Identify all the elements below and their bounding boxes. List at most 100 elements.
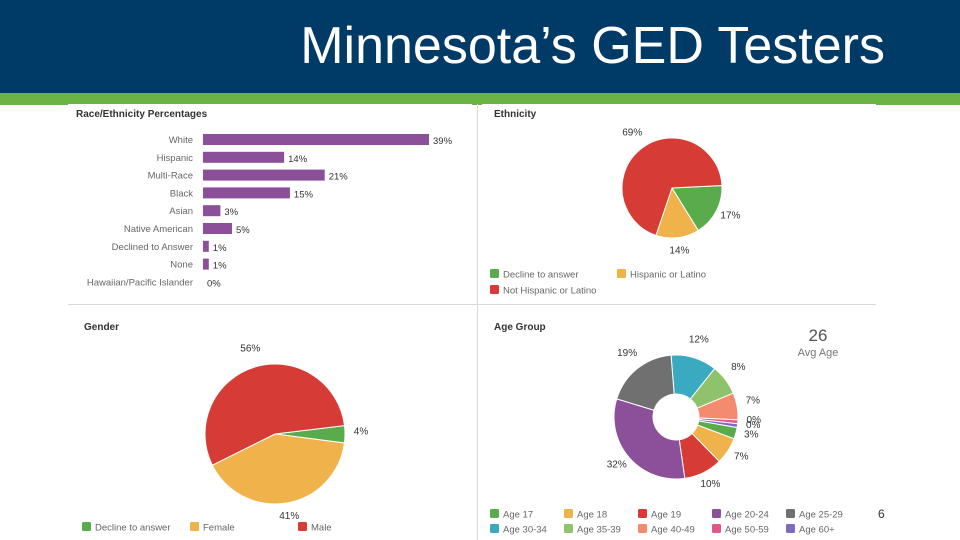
legend-label-hispanic-or-latino: Hispanic or Latino bbox=[630, 270, 706, 281]
slice-not-hispanic-or-latino bbox=[621, 137, 723, 236]
legend-label-age-17: Age 17 bbox=[503, 510, 533, 521]
legend-swatch-decline-to-answer bbox=[82, 522, 91, 531]
slice-label-age-17: 3% bbox=[744, 429, 759, 440]
slice-age-25-29 bbox=[616, 354, 675, 411]
bar-asian bbox=[203, 205, 221, 217]
avg-age-value: 26 bbox=[809, 326, 828, 345]
legend-label-female: Female bbox=[203, 523, 235, 534]
slice-male bbox=[204, 363, 346, 466]
category-label: Multi-Race bbox=[148, 171, 193, 182]
legend-swatch-female bbox=[190, 522, 199, 531]
ethnicity-panel: Ethnicity 17% 14% 69% Decline to answer Hispa… bbox=[482, 104, 876, 300]
legend-label-age-40-49: Age 40-49 bbox=[651, 525, 695, 536]
panel-divider-horizontal bbox=[68, 304, 876, 305]
category-label: Hawaiian/Pacific Islander bbox=[87, 277, 193, 288]
legend-swatch-age-30-34 bbox=[490, 524, 499, 533]
gender-panel: Gender 4% 41% 56% Decline to answer Female Mal… bbox=[68, 314, 472, 540]
legend-swatch-age-35-39 bbox=[564, 524, 573, 533]
slice-decline-to-answer bbox=[671, 184, 723, 232]
bar-multi-race bbox=[203, 169, 325, 181]
slice-female bbox=[211, 433, 345, 505]
legend-swatch-age-60 bbox=[786, 524, 795, 533]
slice-label-age-25-29: 19% bbox=[617, 348, 637, 359]
data-label: 15% bbox=[294, 189, 314, 200]
chart-title: Ethnicity bbox=[494, 109, 537, 120]
category-label: None bbox=[170, 260, 193, 271]
slice-label-male: 56% bbox=[240, 344, 260, 355]
legend-label-age-50-59: Age 50-59 bbox=[725, 525, 769, 536]
legend-swatch-age-19 bbox=[638, 509, 647, 518]
ethnicity-pie-chart: Ethnicity 17% 14% 69% Decline to answer Hispa… bbox=[490, 109, 741, 297]
legend-swatch-age-20-24 bbox=[712, 509, 721, 518]
legend-label-not-hispanic-or-latino: Not Hispanic or Latino bbox=[503, 286, 596, 297]
legend-label-decline-to-answer: Decline to answer bbox=[95, 523, 171, 534]
race-ethnicity-panel: Race/Ethnicity Percentages White 39% Hispan… bbox=[68, 104, 472, 300]
slice-label-decline-to-answer: 4% bbox=[354, 426, 369, 437]
chart-title: Age Group bbox=[494, 322, 546, 333]
data-label: 1% bbox=[213, 243, 227, 254]
legend-label-age-19: Age 19 bbox=[651, 510, 681, 521]
legend-swatch-age-40-49 bbox=[638, 524, 647, 533]
accent-bar bbox=[0, 93, 960, 105]
chart-title: Gender bbox=[84, 322, 119, 333]
bar-none bbox=[203, 258, 209, 270]
category-label: Hispanic bbox=[157, 153, 194, 164]
category-label: White bbox=[169, 135, 193, 146]
legend-swatch-hispanic-or-latino bbox=[617, 269, 626, 278]
category-label: Native American bbox=[124, 224, 193, 235]
bar-native-american bbox=[203, 223, 232, 234]
legend-label-age-60: Age 60+ bbox=[799, 525, 835, 536]
data-label: 1% bbox=[213, 261, 227, 272]
slide-header bbox=[0, 0, 960, 93]
slice-label-age-18: 7% bbox=[734, 452, 749, 463]
slice-label-age-40-49: 7% bbox=[746, 395, 761, 406]
legend-label-age-35-39: Age 35-39 bbox=[577, 525, 621, 536]
data-label: 0% bbox=[207, 278, 221, 289]
legend-swatch-age-25-29 bbox=[786, 509, 795, 518]
data-label: 21% bbox=[329, 172, 349, 183]
slice-label-age-35-39: 8% bbox=[731, 362, 746, 373]
data-label: 3% bbox=[224, 207, 238, 218]
data-label: 14% bbox=[288, 154, 308, 165]
slice-label-age-50-59: 0% bbox=[747, 415, 762, 426]
legend-label-decline-to-answer: Decline to answer bbox=[503, 270, 579, 281]
legend-swatch-age-18 bbox=[564, 509, 573, 518]
age-group-panel: Age Group 12% 8% 7% 0% 0% 3% 7% 10% 32% 19% 26 Avg A… bbox=[482, 314, 876, 540]
slide-title: Minnesota’s GED Testers bbox=[300, 17, 885, 75]
slice-label-age-19: 10% bbox=[700, 479, 720, 490]
legend-label-age-30-34: Age 30-34 bbox=[503, 525, 547, 536]
chart-title: Race/Ethnicity Percentages bbox=[76, 109, 208, 120]
legend-label-male: Male bbox=[311, 523, 332, 534]
category-label: Asian bbox=[169, 206, 193, 217]
legend-swatch-decline-to-answer bbox=[490, 269, 499, 278]
slice-age-20-24 bbox=[613, 398, 686, 480]
legend-swatch-age-50-59 bbox=[712, 524, 721, 533]
bar-black bbox=[203, 187, 290, 199]
slice-label-age-30-34: 12% bbox=[689, 334, 709, 345]
panel-divider-vertical bbox=[477, 104, 478, 540]
slice-label-hispanic-or-latino: 14% bbox=[669, 246, 689, 257]
category-label: Declined to Answer bbox=[112, 242, 193, 253]
slice-label-female: 41% bbox=[279, 511, 299, 522]
slice-label-age-60: 0% bbox=[746, 420, 761, 431]
slice-label-not-hispanic-or-latino: 69% bbox=[622, 127, 642, 138]
legend-label-age-20-24: Age 20-24 bbox=[725, 510, 769, 521]
bar-white bbox=[203, 134, 429, 145]
data-label: 5% bbox=[236, 225, 250, 236]
slice-label-decline-to-answer: 17% bbox=[720, 211, 740, 222]
race-ethnicity-bar-chart: Race/Ethnicity Percentages White 39% Hispan… bbox=[76, 109, 453, 289]
category-label: Black bbox=[170, 188, 193, 199]
legend-swatch-not-hispanic-or-latino bbox=[490, 285, 499, 294]
gender-pie-chart: Gender 4% 41% 56% Decline to answer Female Mal… bbox=[82, 322, 369, 534]
slice-label-age-20-24: 32% bbox=[607, 460, 627, 471]
legend-label-age-25-29: Age 25-29 bbox=[799, 510, 843, 521]
avg-age-label: Avg Age bbox=[798, 347, 839, 359]
legend-swatch-male bbox=[298, 522, 307, 531]
legend-swatch-age-17 bbox=[490, 509, 499, 518]
page-number: 6 bbox=[878, 507, 885, 521]
data-label: 39% bbox=[433, 136, 453, 147]
bar-hispanic bbox=[203, 151, 285, 163]
legend-label-age-18: Age 18 bbox=[577, 510, 607, 521]
bar-declined-to-answer bbox=[203, 240, 209, 252]
